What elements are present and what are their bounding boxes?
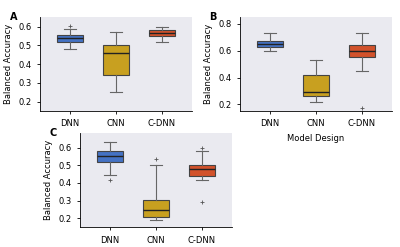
Text: C: C: [50, 128, 57, 138]
PathPatch shape: [303, 75, 329, 96]
PathPatch shape: [97, 151, 123, 162]
Text: B: B: [210, 12, 217, 22]
Text: A: A: [10, 12, 17, 22]
X-axis label: Model Design: Model Design: [87, 134, 145, 143]
PathPatch shape: [349, 45, 375, 57]
PathPatch shape: [143, 200, 169, 217]
Y-axis label: Balanced Accuracy: Balanced Accuracy: [4, 24, 13, 104]
PathPatch shape: [149, 30, 175, 36]
PathPatch shape: [257, 41, 283, 47]
PathPatch shape: [103, 44, 129, 76]
Y-axis label: Balanced Accuracy: Balanced Accuracy: [44, 140, 53, 220]
PathPatch shape: [189, 165, 215, 176]
Y-axis label: Balanced Accuracy: Balanced Accuracy: [204, 24, 213, 104]
PathPatch shape: [57, 35, 83, 42]
X-axis label: Model Design: Model Design: [287, 134, 345, 143]
